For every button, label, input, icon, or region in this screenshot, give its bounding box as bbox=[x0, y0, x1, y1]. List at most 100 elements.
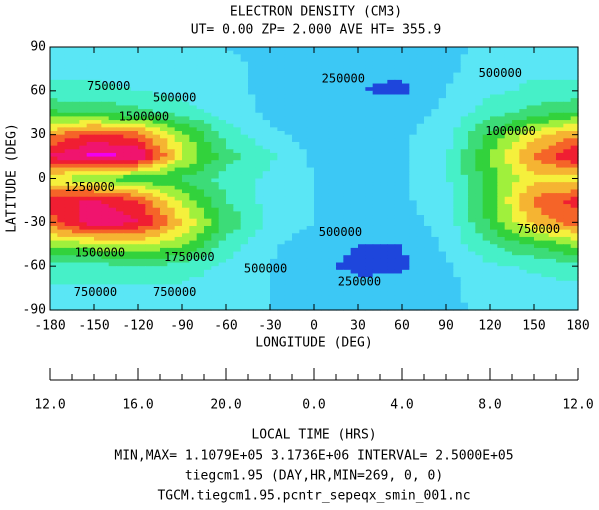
contour-cell bbox=[226, 236, 234, 242]
contour-cell bbox=[123, 149, 132, 154]
contour-cell bbox=[541, 255, 550, 260]
contour-cell bbox=[189, 101, 198, 107]
contour-cell bbox=[204, 57, 212, 63]
contour-cell bbox=[343, 193, 352, 198]
contour-cell bbox=[196, 54, 205, 59]
contour-cell bbox=[152, 255, 161, 260]
contour-cell bbox=[490, 258, 498, 264]
contour-cell bbox=[409, 76, 418, 81]
contour-cell bbox=[57, 134, 66, 139]
contour-cell bbox=[358, 112, 366, 118]
contour-cell bbox=[204, 76, 212, 81]
contour-cell bbox=[86, 215, 95, 220]
contour-cell bbox=[152, 251, 161, 256]
contour-cell bbox=[556, 105, 564, 110]
contour-cell bbox=[152, 160, 161, 165]
contour-cell bbox=[328, 105, 337, 110]
contour-cell bbox=[204, 185, 212, 191]
contour-cell bbox=[50, 193, 58, 198]
contour-cell bbox=[321, 174, 330, 180]
contour-cell bbox=[504, 218, 513, 223]
contour-cell bbox=[145, 299, 154, 304]
contour-cell bbox=[255, 76, 264, 81]
contour-cell bbox=[226, 218, 234, 223]
contour-cell bbox=[116, 236, 124, 242]
contour-cell bbox=[563, 266, 572, 271]
contour-cell bbox=[277, 61, 286, 66]
contour-cell bbox=[328, 291, 337, 296]
contour-cell bbox=[541, 134, 550, 139]
contour-cell bbox=[211, 105, 220, 110]
contour-cell bbox=[211, 299, 220, 304]
contour-cell bbox=[299, 288, 308, 293]
contour-cell bbox=[438, 266, 447, 271]
contour-cell bbox=[299, 116, 308, 121]
contour-cell bbox=[548, 273, 557, 278]
contour-cell bbox=[490, 105, 498, 110]
contour-cell bbox=[189, 116, 198, 121]
contour-cell bbox=[306, 218, 315, 223]
contour-cell bbox=[189, 225, 198, 231]
contour-cell bbox=[490, 193, 498, 198]
contour-cell bbox=[343, 68, 352, 74]
contour-cell bbox=[240, 306, 249, 311]
contour-cell bbox=[350, 163, 359, 169]
contour-cell bbox=[438, 185, 447, 191]
contour-cell bbox=[460, 134, 469, 139]
contour-cell bbox=[490, 251, 498, 256]
contour-cell bbox=[490, 211, 498, 216]
contour-cell bbox=[372, 258, 381, 264]
contour-cell bbox=[108, 215, 117, 220]
contour-cell bbox=[387, 236, 396, 242]
contour-cell bbox=[218, 222, 227, 227]
contour-cell bbox=[270, 54, 278, 59]
contour-cell bbox=[372, 185, 381, 191]
contour-cell bbox=[130, 266, 139, 271]
contour-cell bbox=[328, 50, 337, 55]
contour-cell bbox=[350, 145, 359, 150]
contour-cell bbox=[174, 225, 183, 231]
contour-cell bbox=[138, 193, 146, 198]
contour-cell bbox=[101, 131, 110, 136]
contour-cell bbox=[262, 277, 271, 282]
contour-cell bbox=[270, 163, 278, 169]
contour-cell bbox=[321, 72, 330, 77]
contour-cell bbox=[416, 277, 425, 282]
contour-cell bbox=[343, 182, 352, 187]
contour-cell bbox=[497, 262, 506, 267]
contour-cell bbox=[218, 291, 227, 296]
contour-cell bbox=[233, 185, 242, 191]
contour-cell bbox=[306, 266, 315, 271]
contour-cell bbox=[519, 174, 528, 180]
contour-cell bbox=[343, 101, 352, 107]
contour-cell bbox=[94, 247, 102, 253]
contour-cell bbox=[262, 149, 271, 154]
contour-cell bbox=[482, 138, 491, 143]
contour-cell bbox=[446, 98, 454, 103]
contour-cell bbox=[248, 68, 256, 74]
contour-cell bbox=[226, 284, 234, 289]
contour-cell bbox=[497, 185, 506, 191]
contour-cell bbox=[453, 160, 462, 165]
contour-cell bbox=[314, 233, 322, 238]
contour-cell bbox=[446, 258, 454, 264]
contour-cell bbox=[218, 262, 227, 267]
contour-cell bbox=[262, 182, 271, 187]
contour-cell bbox=[101, 72, 110, 77]
contour-cell bbox=[160, 79, 168, 85]
contour-cell bbox=[314, 240, 322, 245]
contour-cell bbox=[343, 152, 352, 158]
contour-cell bbox=[50, 61, 58, 66]
contour-cell bbox=[152, 280, 161, 286]
contour-cell bbox=[284, 277, 293, 282]
contour-cell bbox=[438, 138, 447, 143]
contour-cell bbox=[453, 247, 462, 253]
contour-cell bbox=[204, 218, 212, 223]
contour-cell bbox=[116, 94, 124, 99]
contour-cell bbox=[57, 83, 66, 88]
contour-cell bbox=[94, 255, 102, 260]
contour-cell bbox=[270, 116, 278, 121]
contour-cell bbox=[556, 229, 564, 234]
contour-cell bbox=[167, 101, 176, 107]
contour-cell bbox=[255, 236, 264, 242]
